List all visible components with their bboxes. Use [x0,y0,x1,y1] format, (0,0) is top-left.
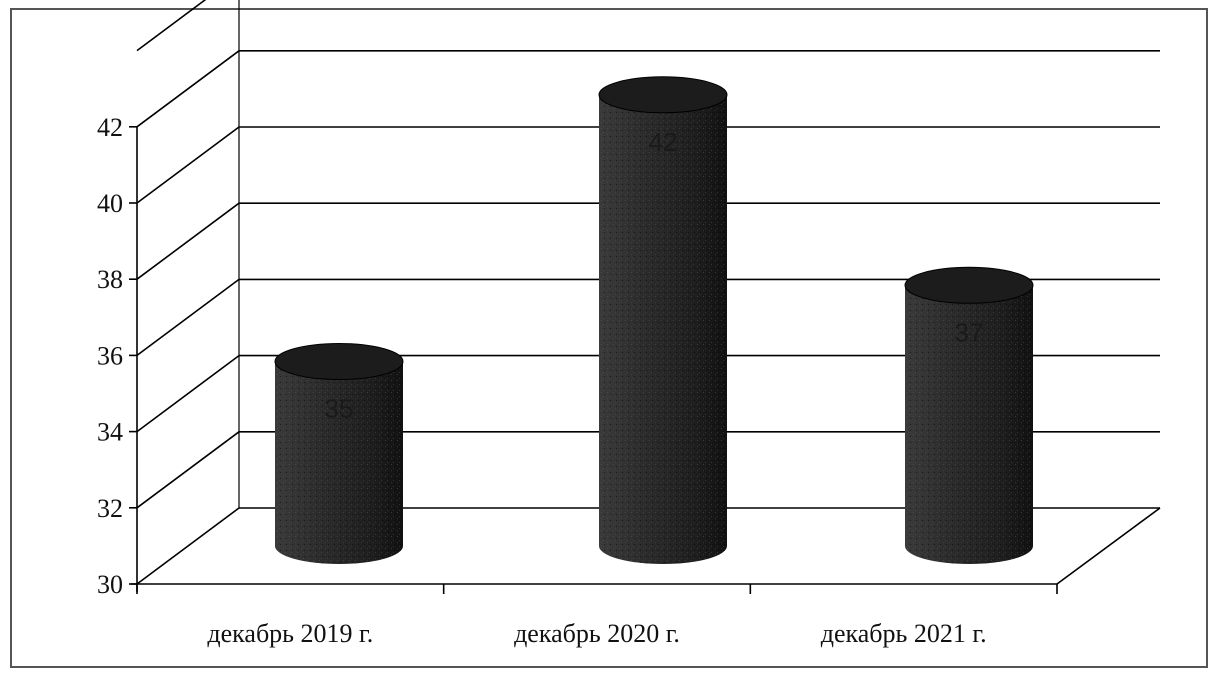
side-grid-line [136,431,240,509]
cylinder-top-cap [904,266,1034,304]
side-grid-line [136,354,240,433]
side-grid-line [136,0,207,52]
y-tick-label: 38 [97,265,123,294]
side-grid-line [136,126,240,204]
cylinder-bar: 37 [904,266,1034,564]
cylinder-top-cap [274,343,404,380]
side-grid-line [136,202,240,280]
side-grid-line [136,278,240,357]
x-category-label: декабрь 2020 г. [514,619,680,648]
x-axis-labels: декабрь 2019 г. декабрь 2020 г. декабрь 20… [207,619,986,648]
cylinder-bar: 42 [598,76,728,565]
bars: 35 42 37 [274,76,1034,565]
cylinder-top-cap [598,76,728,114]
cylinder-texture [599,94,727,565]
y-axis-ticks: 30 32 34 36 38 40 42 [97,113,137,599]
x-category-label: декабрь 2019 г. [207,619,373,648]
cylinder-bar: 35 [274,343,404,564]
y-tick-label: 34 [97,418,123,447]
y-tick-label: 32 [97,494,123,523]
cylinder-texture [275,361,403,564]
y-tick-label: 36 [97,341,123,370]
y-tick-label: 30 [97,570,123,599]
x-category-label: декабрь 2021 г. [821,619,987,648]
floor-right-edge [1056,507,1161,585]
side-grid-line [136,50,240,128]
y-tick-label: 40 [97,189,123,218]
y-tick-label: 42 [97,113,123,142]
data-label: 42 [649,127,678,157]
axes [131,0,1161,594]
data-label: 37 [955,317,984,347]
cylinder-texture [905,285,1033,564]
side-grid-line [136,507,240,585]
data-label: 35 [325,394,354,424]
